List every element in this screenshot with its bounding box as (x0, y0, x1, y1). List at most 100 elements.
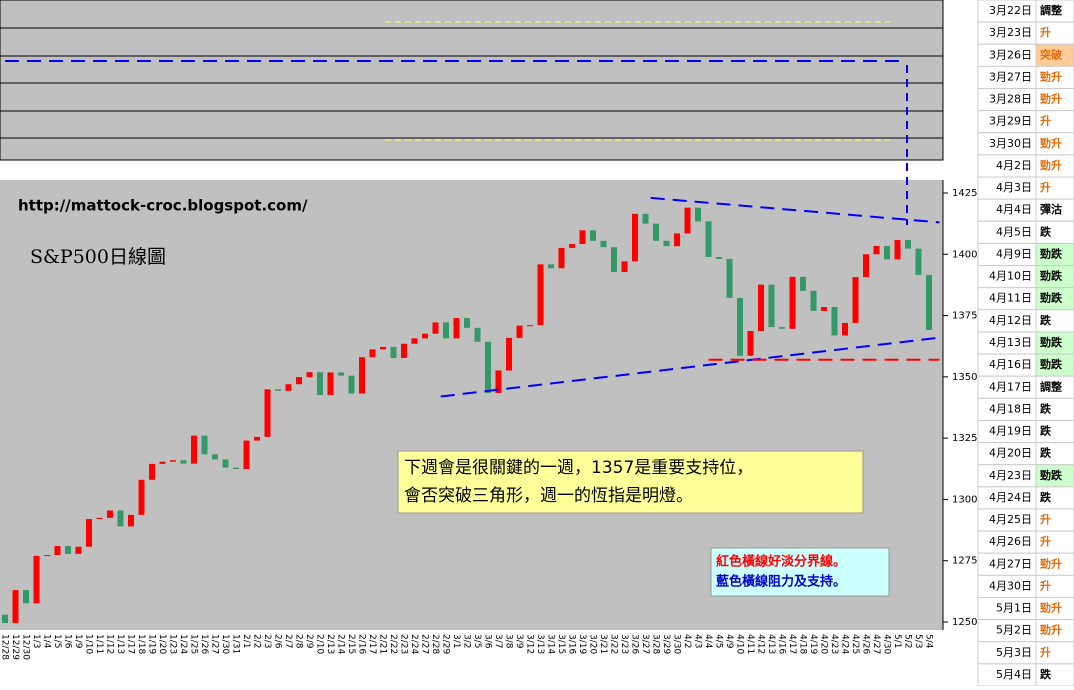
candle-body (201, 435, 208, 455)
candle-body (380, 346, 386, 350)
candle-body (548, 264, 554, 269)
x-tick-label: 1/6 (63, 634, 73, 649)
x-tick-label: 3/15 (556, 634, 566, 654)
x-tick-label: 4/27 (871, 634, 881, 654)
x-tick-label: 4/10 (735, 634, 745, 654)
chart-title: S&P500日線圖 (30, 246, 166, 268)
note-line: 下週會是很關鍵的一週，1357是重要支持位， (404, 458, 753, 478)
x-tick-label: 1/12 (105, 634, 115, 654)
candle-body (75, 546, 82, 554)
x-tick-label: 4/13 (766, 634, 776, 654)
candle-body (747, 331, 754, 356)
x-tick-label: 12/29 (10, 634, 20, 660)
x-tick-label: 2/15 (346, 634, 356, 654)
candle-body (884, 245, 890, 260)
x-tick-label: 2/3 (262, 634, 272, 648)
signal: 升 (1040, 534, 1051, 548)
x-tick-label: 4/9 (724, 634, 734, 649)
candle-body (348, 375, 355, 394)
candle-body (558, 247, 565, 269)
signal: 勁跌 (1040, 357, 1063, 371)
candle-body (243, 440, 250, 470)
x-tick-label: 12/30 (21, 634, 31, 660)
candle-body (821, 306, 827, 311)
date: 4月4日 (996, 203, 1032, 216)
candle-body (852, 277, 859, 323)
candle-body (317, 372, 323, 395)
candle-body (180, 460, 187, 464)
candle-body (737, 297, 743, 356)
x-tick-label: 4/2 (682, 634, 692, 648)
x-tick-label: 1/26 (199, 634, 209, 654)
date: 4月12日 (989, 314, 1032, 327)
y-tick-label: 1350 (952, 372, 977, 383)
x-tick-label: 1/20 (157, 634, 167, 654)
date: 4月23日 (989, 469, 1032, 482)
candle-body (96, 517, 103, 520)
date: 4月9日 (996, 247, 1032, 260)
candle-body (401, 343, 407, 358)
candle-body (894, 240, 901, 260)
x-tick-label: 4/11 (745, 634, 755, 654)
x-tick-label: 4/30 (882, 634, 892, 654)
date: 3月22日 (989, 4, 1032, 17)
y-tick-label: 1325 (952, 433, 977, 444)
x-tick-label: 4/19 (808, 634, 818, 654)
candle-body (306, 372, 313, 378)
legend-line: 紅色橫線好淡分界線。 (716, 554, 846, 570)
candle-body (758, 284, 764, 332)
candle-body (905, 240, 911, 249)
date: 4月27日 (989, 557, 1032, 570)
x-tick-label: 1/24 (178, 634, 188, 654)
x-tick-label: 2/14 (336, 634, 346, 654)
signal: 彈沽 (1040, 202, 1062, 216)
candle-body (2, 614, 8, 623)
date: 4月2日 (996, 159, 1032, 172)
indicator-panel (0, 0, 944, 161)
date: 4月3日 (996, 181, 1032, 194)
x-tick-label: 4/16 (777, 634, 787, 654)
date: 3月26日 (989, 48, 1032, 61)
date: 5月1日 (996, 602, 1032, 615)
x-tick-label: 3/19 (577, 634, 587, 654)
x-tick-label: 2/10 (315, 634, 325, 654)
signal: 勁跌 (1040, 291, 1063, 305)
signal: 勁升 (1040, 92, 1062, 106)
x-tick-label: 1/19 (147, 634, 157, 654)
candle-body (485, 341, 491, 394)
candle-body (527, 325, 533, 327)
x-tick-label: 3/6 (483, 634, 493, 649)
date: 4月13日 (989, 336, 1032, 349)
x-tick-label: 3/7 (493, 634, 503, 648)
trend-line (650, 196, 940, 224)
candle-body (474, 327, 481, 342)
y-tick-label: 1375 (952, 311, 977, 322)
candle-body (516, 325, 523, 338)
x-tick-label: 2/24 (409, 634, 419, 654)
x-tick-label: 3/21 (598, 634, 608, 654)
candle-body (716, 256, 722, 259)
x-tick-label: 5/2 (903, 634, 913, 648)
candle-body (863, 254, 869, 278)
candle-body (695, 207, 701, 222)
candle-body (170, 460, 176, 462)
x-tick-label: 3/28 (651, 634, 661, 654)
x-tick-label: 4/4 (703, 634, 713, 649)
date: 4月5日 (996, 225, 1032, 238)
x-tick-label: 4/25 (850, 634, 860, 654)
x-tick-label: 1/25 (189, 634, 199, 654)
x-tick-label: 1/17 (126, 634, 136, 654)
x-tick-label: 1/5 (52, 634, 62, 648)
signal: 跌 (1040, 424, 1052, 438)
x-tick-label: 4/18 (798, 634, 808, 654)
candle-body (159, 461, 166, 464)
date: 3月23日 (989, 26, 1032, 39)
x-tick-label: 2/29 (441, 634, 451, 654)
x-tick-label: 3/23 (619, 634, 629, 654)
candle-body (506, 337, 512, 371)
y-tick-label: 1300 (952, 494, 977, 505)
candle-body (233, 467, 239, 470)
note-box (397, 450, 864, 514)
signal: 突破 (1040, 47, 1062, 61)
date: 4月25日 (989, 513, 1032, 526)
